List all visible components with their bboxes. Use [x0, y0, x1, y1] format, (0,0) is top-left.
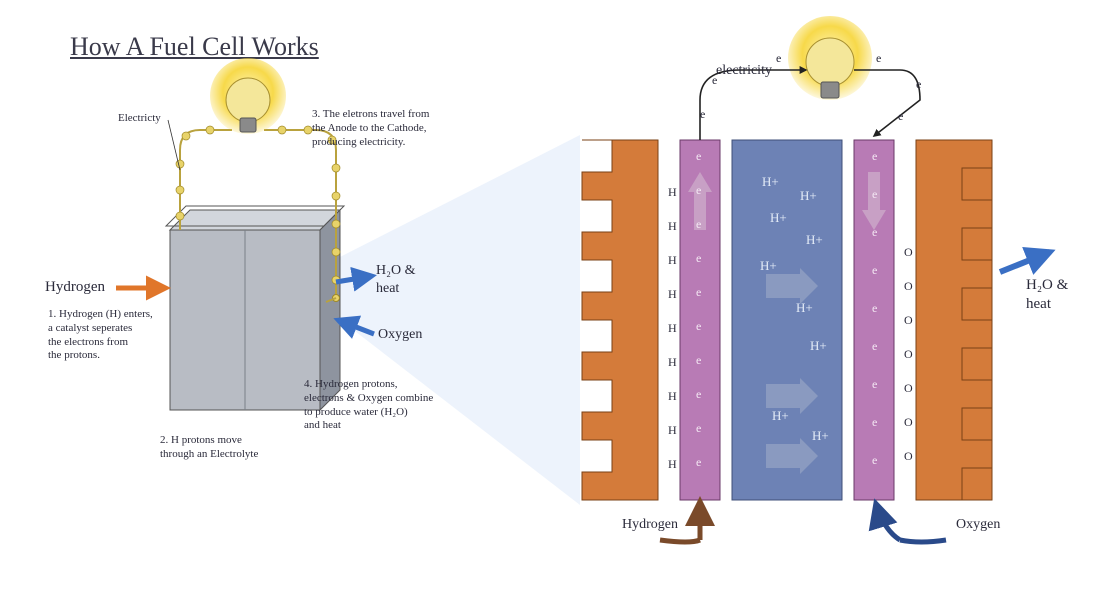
svg-text:e: e — [696, 149, 701, 163]
label-step4: 4. Hydrogen protons, electrons & Oxygen … — [304, 378, 433, 433]
svg-text:e: e — [696, 353, 701, 367]
svg-text:e: e — [872, 225, 877, 239]
label-step3: 3. The eletrons travel from the Anode to… — [312, 108, 429, 149]
svg-text:H+: H+ — [770, 210, 787, 225]
svg-text:e: e — [696, 183, 701, 197]
svg-text:e: e — [696, 387, 701, 401]
svg-text:O: O — [904, 449, 913, 463]
svg-text:e: e — [872, 187, 877, 201]
svg-text:O: O — [904, 415, 913, 429]
label-oxygen-left: Oxygen — [378, 326, 422, 344]
svg-text:H+: H+ — [810, 338, 827, 353]
label-oxygen-right: Oxygen — [956, 516, 1000, 534]
svg-text:H: H — [668, 423, 677, 437]
bulb-left — [210, 58, 286, 134]
svg-text:H+: H+ — [762, 174, 779, 189]
label-step1: 1. Hydrogen (H) enters, a catalyst seper… — [48, 308, 153, 363]
label-hydrogen-right: Hydrogen — [622, 516, 678, 534]
svg-text:e: e — [696, 251, 701, 265]
svg-text:e: e — [876, 51, 881, 65]
svg-text:e: e — [696, 217, 701, 231]
svg-text:e: e — [696, 455, 701, 469]
svg-text:e: e — [872, 149, 877, 163]
bulb-right — [788, 16, 872, 100]
svg-text:H: H — [668, 355, 677, 369]
svg-text:e: e — [696, 421, 701, 435]
pointer-electricity — [168, 120, 180, 170]
svg-text:O: O — [904, 381, 913, 395]
svg-text:H: H — [668, 219, 677, 233]
label-h2o-left: H₂O & heat — [376, 262, 416, 297]
svg-text:e: e — [696, 285, 701, 299]
diagram-canvas: eee eee HHHHHHHHH OOOOOOO eeeeeeeeee eee… — [0, 0, 1100, 589]
projection-beam — [338, 135, 580, 505]
svg-text:H+: H+ — [812, 428, 829, 443]
svg-text:e: e — [916, 77, 921, 91]
svg-text:H: H — [668, 185, 677, 199]
svg-text:H: H — [668, 457, 677, 471]
svg-text:H+: H+ — [796, 300, 813, 315]
svg-text:e: e — [872, 453, 877, 467]
svg-text:O: O — [904, 245, 913, 259]
hydrogen-atoms-column: H H H H H H H H H — [668, 185, 677, 471]
arrow-h2o-right — [1000, 252, 1050, 272]
layer-cathode — [916, 140, 992, 500]
svg-text:e: e — [872, 415, 877, 429]
arrow-oxygen-bottom — [876, 504, 900, 540]
label-electricity-right: electricity — [716, 62, 772, 80]
svg-text:H+: H+ — [772, 408, 789, 423]
label-hydrogen-left: Hydrogen — [45, 278, 105, 297]
label-h2o-right: H₂O & heat — [1026, 276, 1068, 314]
label-step2: 2. H protons move through an Electrolyte — [160, 434, 258, 462]
label-electricity-left: Electricty — [118, 112, 161, 126]
svg-text:H: H — [668, 287, 677, 301]
svg-text:O: O — [904, 313, 913, 327]
layer-anode — [582, 140, 658, 500]
svg-text:H: H — [668, 253, 677, 267]
svg-text:e: e — [696, 319, 701, 333]
svg-text:H+: H+ — [800, 188, 817, 203]
svg-text:H+: H+ — [760, 258, 777, 273]
oxygen-atoms-column: O O O O O O O — [904, 245, 913, 463]
svg-text:O: O — [904, 279, 913, 293]
svg-text:H: H — [668, 389, 677, 403]
svg-text:e: e — [776, 51, 781, 65]
svg-text:H: H — [668, 321, 677, 335]
svg-text:H+: H+ — [806, 232, 823, 247]
svg-text:e: e — [872, 377, 877, 391]
svg-text:O: O — [904, 347, 913, 361]
svg-text:e: e — [872, 301, 877, 315]
electrons-right-column: e e e e e e e e e — [872, 149, 877, 467]
svg-text:e: e — [872, 339, 877, 353]
svg-text:e: e — [898, 109, 903, 123]
svg-text:e: e — [700, 107, 705, 121]
svg-text:e: e — [872, 263, 877, 277]
